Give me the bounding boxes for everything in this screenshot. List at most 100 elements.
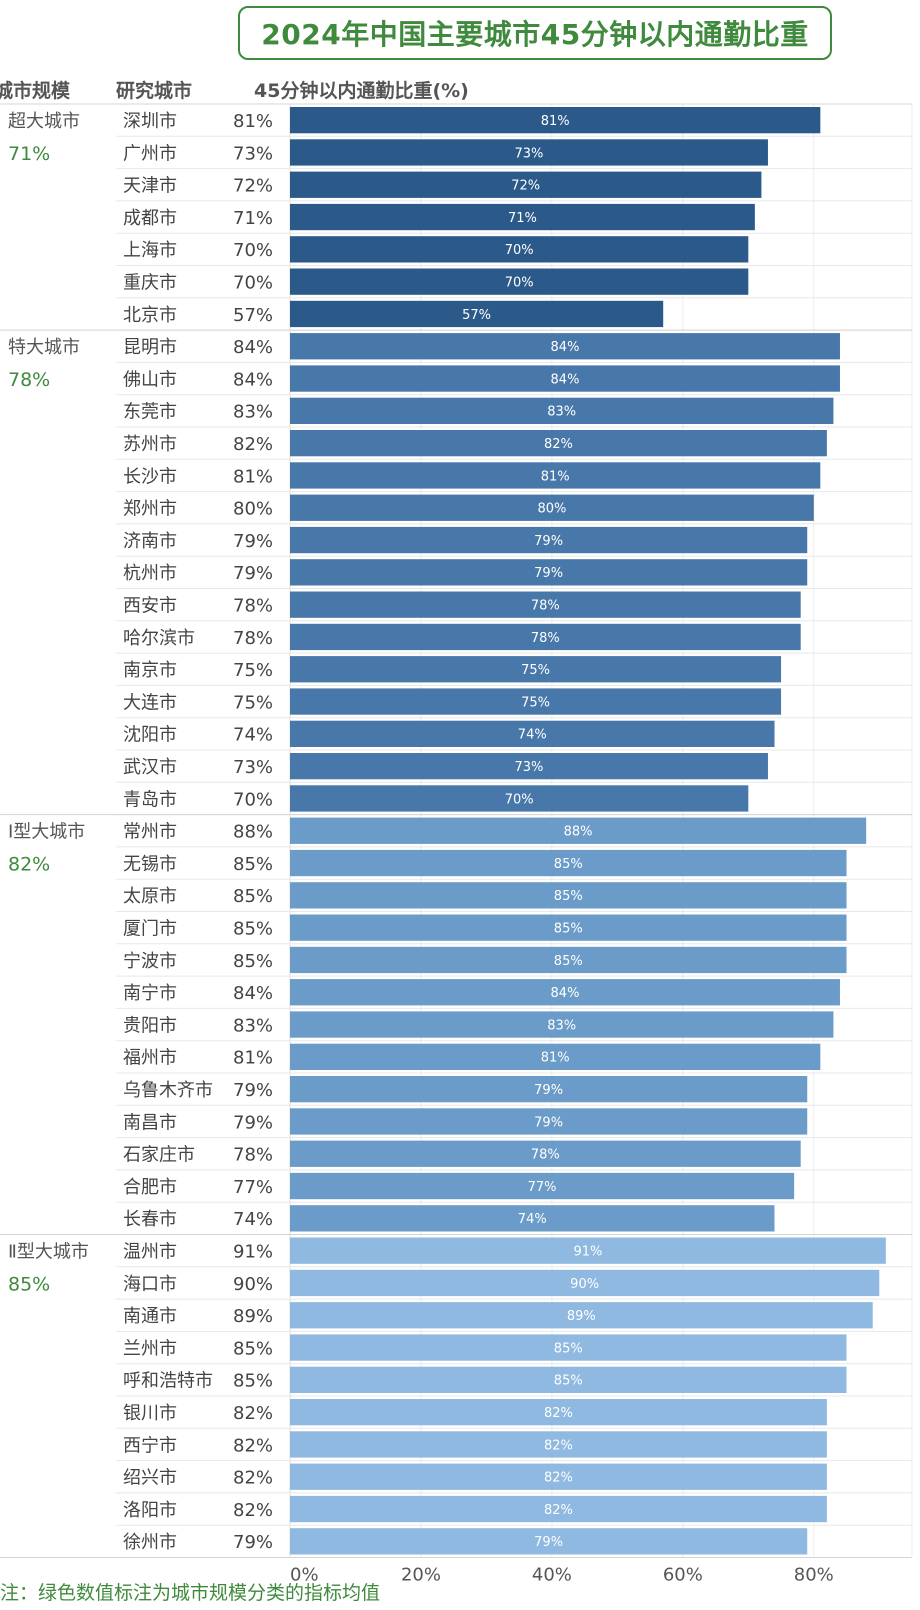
chart-title: 2024年中国主要城市45分钟以内通勤比重	[238, 6, 832, 60]
bar-data-label: 85%	[554, 1374, 583, 1389]
bar	[290, 203, 755, 231]
bar	[290, 1302, 873, 1329]
header-research-city: 研究城市	[116, 80, 193, 102]
value-label: 84%	[233, 369, 273, 390]
bar-data-label: 74%	[518, 728, 547, 743]
bar	[290, 914, 847, 941]
bar-data-label: 89%	[567, 1309, 596, 1324]
bar-data-label: 85%	[554, 922, 583, 937]
city-label: 南京市	[123, 660, 177, 681]
city-label: 南宁市	[123, 983, 177, 1004]
city-label: 武汉市	[123, 757, 177, 778]
bar	[290, 946, 847, 974]
bar	[290, 1011, 834, 1038]
bar	[290, 849, 847, 877]
value-label: 89%	[233, 1306, 273, 1327]
value-label: 70%	[233, 789, 273, 810]
city-label: 大连市	[123, 692, 177, 713]
city-label: 北京市	[123, 305, 177, 326]
bar	[290, 333, 840, 360]
city-label: 常州市	[123, 822, 177, 843]
city-label: 温州市	[123, 1242, 177, 1263]
city-label: 东莞市	[123, 402, 177, 423]
bar-data-label: 85%	[554, 889, 583, 904]
value-label: 82%	[233, 1403, 273, 1424]
bar-data-label: 82%	[544, 1406, 573, 1421]
value-label: 85%	[233, 854, 273, 875]
bar	[290, 1108, 808, 1135]
bar-data-label: 81%	[541, 1051, 570, 1066]
bar	[290, 397, 834, 424]
bar	[290, 526, 808, 554]
value-label: 78%	[233, 596, 273, 617]
city-label: 洛阳市	[123, 1500, 177, 1521]
bar-data-label: 82%	[544, 1471, 573, 1486]
x-tick-label: 40%	[532, 1565, 572, 1586]
bar-data-label: 81%	[541, 114, 570, 129]
bar-data-label: 88%	[564, 825, 593, 840]
value-label: 84%	[233, 983, 273, 1004]
city-label: 呼和浩特市	[123, 1371, 213, 1392]
header-city-scale: 城市规模	[0, 80, 71, 102]
bar	[290, 1399, 827, 1426]
group-label: 特大城市	[8, 337, 80, 358]
bar	[290, 656, 782, 683]
city-label: 佛山市	[123, 369, 177, 390]
bar	[290, 1237, 886, 1264]
bar	[290, 236, 749, 263]
bar	[290, 430, 827, 457]
bar-data-label: 81%	[541, 469, 570, 484]
value-label: 85%	[233, 919, 273, 940]
bar	[290, 171, 762, 198]
value-label: 91%	[233, 1242, 273, 1263]
value-label: 73%	[233, 143, 273, 164]
bar-data-label: 73%	[515, 760, 544, 775]
bar	[290, 1334, 847, 1361]
city-label: 郑州市	[123, 499, 177, 520]
bar	[290, 979, 840, 1006]
value-label: 82%	[233, 1468, 273, 1489]
city-label: 宁波市	[123, 951, 177, 972]
bar	[290, 1172, 795, 1200]
bar-data-label: 57%	[462, 308, 491, 323]
city-label: 贵阳市	[123, 1015, 177, 1036]
bar	[290, 494, 814, 521]
bar-data-label: 79%	[534, 1115, 563, 1130]
value-label: 81%	[233, 1048, 273, 1069]
bar	[290, 591, 801, 618]
bar	[290, 1043, 821, 1070]
bar	[290, 1463, 827, 1490]
bar	[290, 1495, 827, 1523]
bar	[290, 1205, 775, 1232]
city-label: 绍兴市	[123, 1468, 177, 1489]
city-label: 哈尔滨市	[123, 628, 195, 649]
bar-data-label: 80%	[537, 502, 566, 517]
bar-data-label: 77%	[528, 1180, 557, 1195]
value-label: 85%	[233, 951, 273, 972]
bar	[290, 817, 867, 844]
bar	[290, 365, 840, 392]
group-mean: 78%	[8, 369, 50, 391]
city-label: 徐州市	[123, 1532, 177, 1553]
value-label: 85%	[233, 1371, 273, 1392]
city-label: 济南市	[123, 531, 177, 552]
city-label: 福州市	[123, 1048, 177, 1069]
x-tick-label: 60%	[663, 1565, 703, 1586]
bar-data-label: 78%	[531, 599, 560, 614]
city-label: 杭州市	[123, 563, 177, 584]
x-tick-label: 80%	[794, 1565, 834, 1586]
city-label: 石家庄市	[123, 1145, 195, 1166]
city-label: 南昌市	[123, 1112, 177, 1133]
bar-data-label: 75%	[521, 695, 550, 710]
city-label: 沈阳市	[123, 725, 177, 746]
bar-data-label: 83%	[547, 1018, 576, 1033]
value-label: 84%	[233, 337, 273, 358]
city-label: 厦门市	[123, 919, 177, 940]
bar	[290, 300, 664, 328]
x-tick-label: 20%	[401, 1565, 441, 1586]
city-label: 青岛市	[123, 789, 177, 810]
value-label: 85%	[233, 886, 273, 907]
bar-data-label: 84%	[551, 372, 580, 387]
bar	[290, 1528, 808, 1555]
value-label: 77%	[233, 1177, 273, 1198]
